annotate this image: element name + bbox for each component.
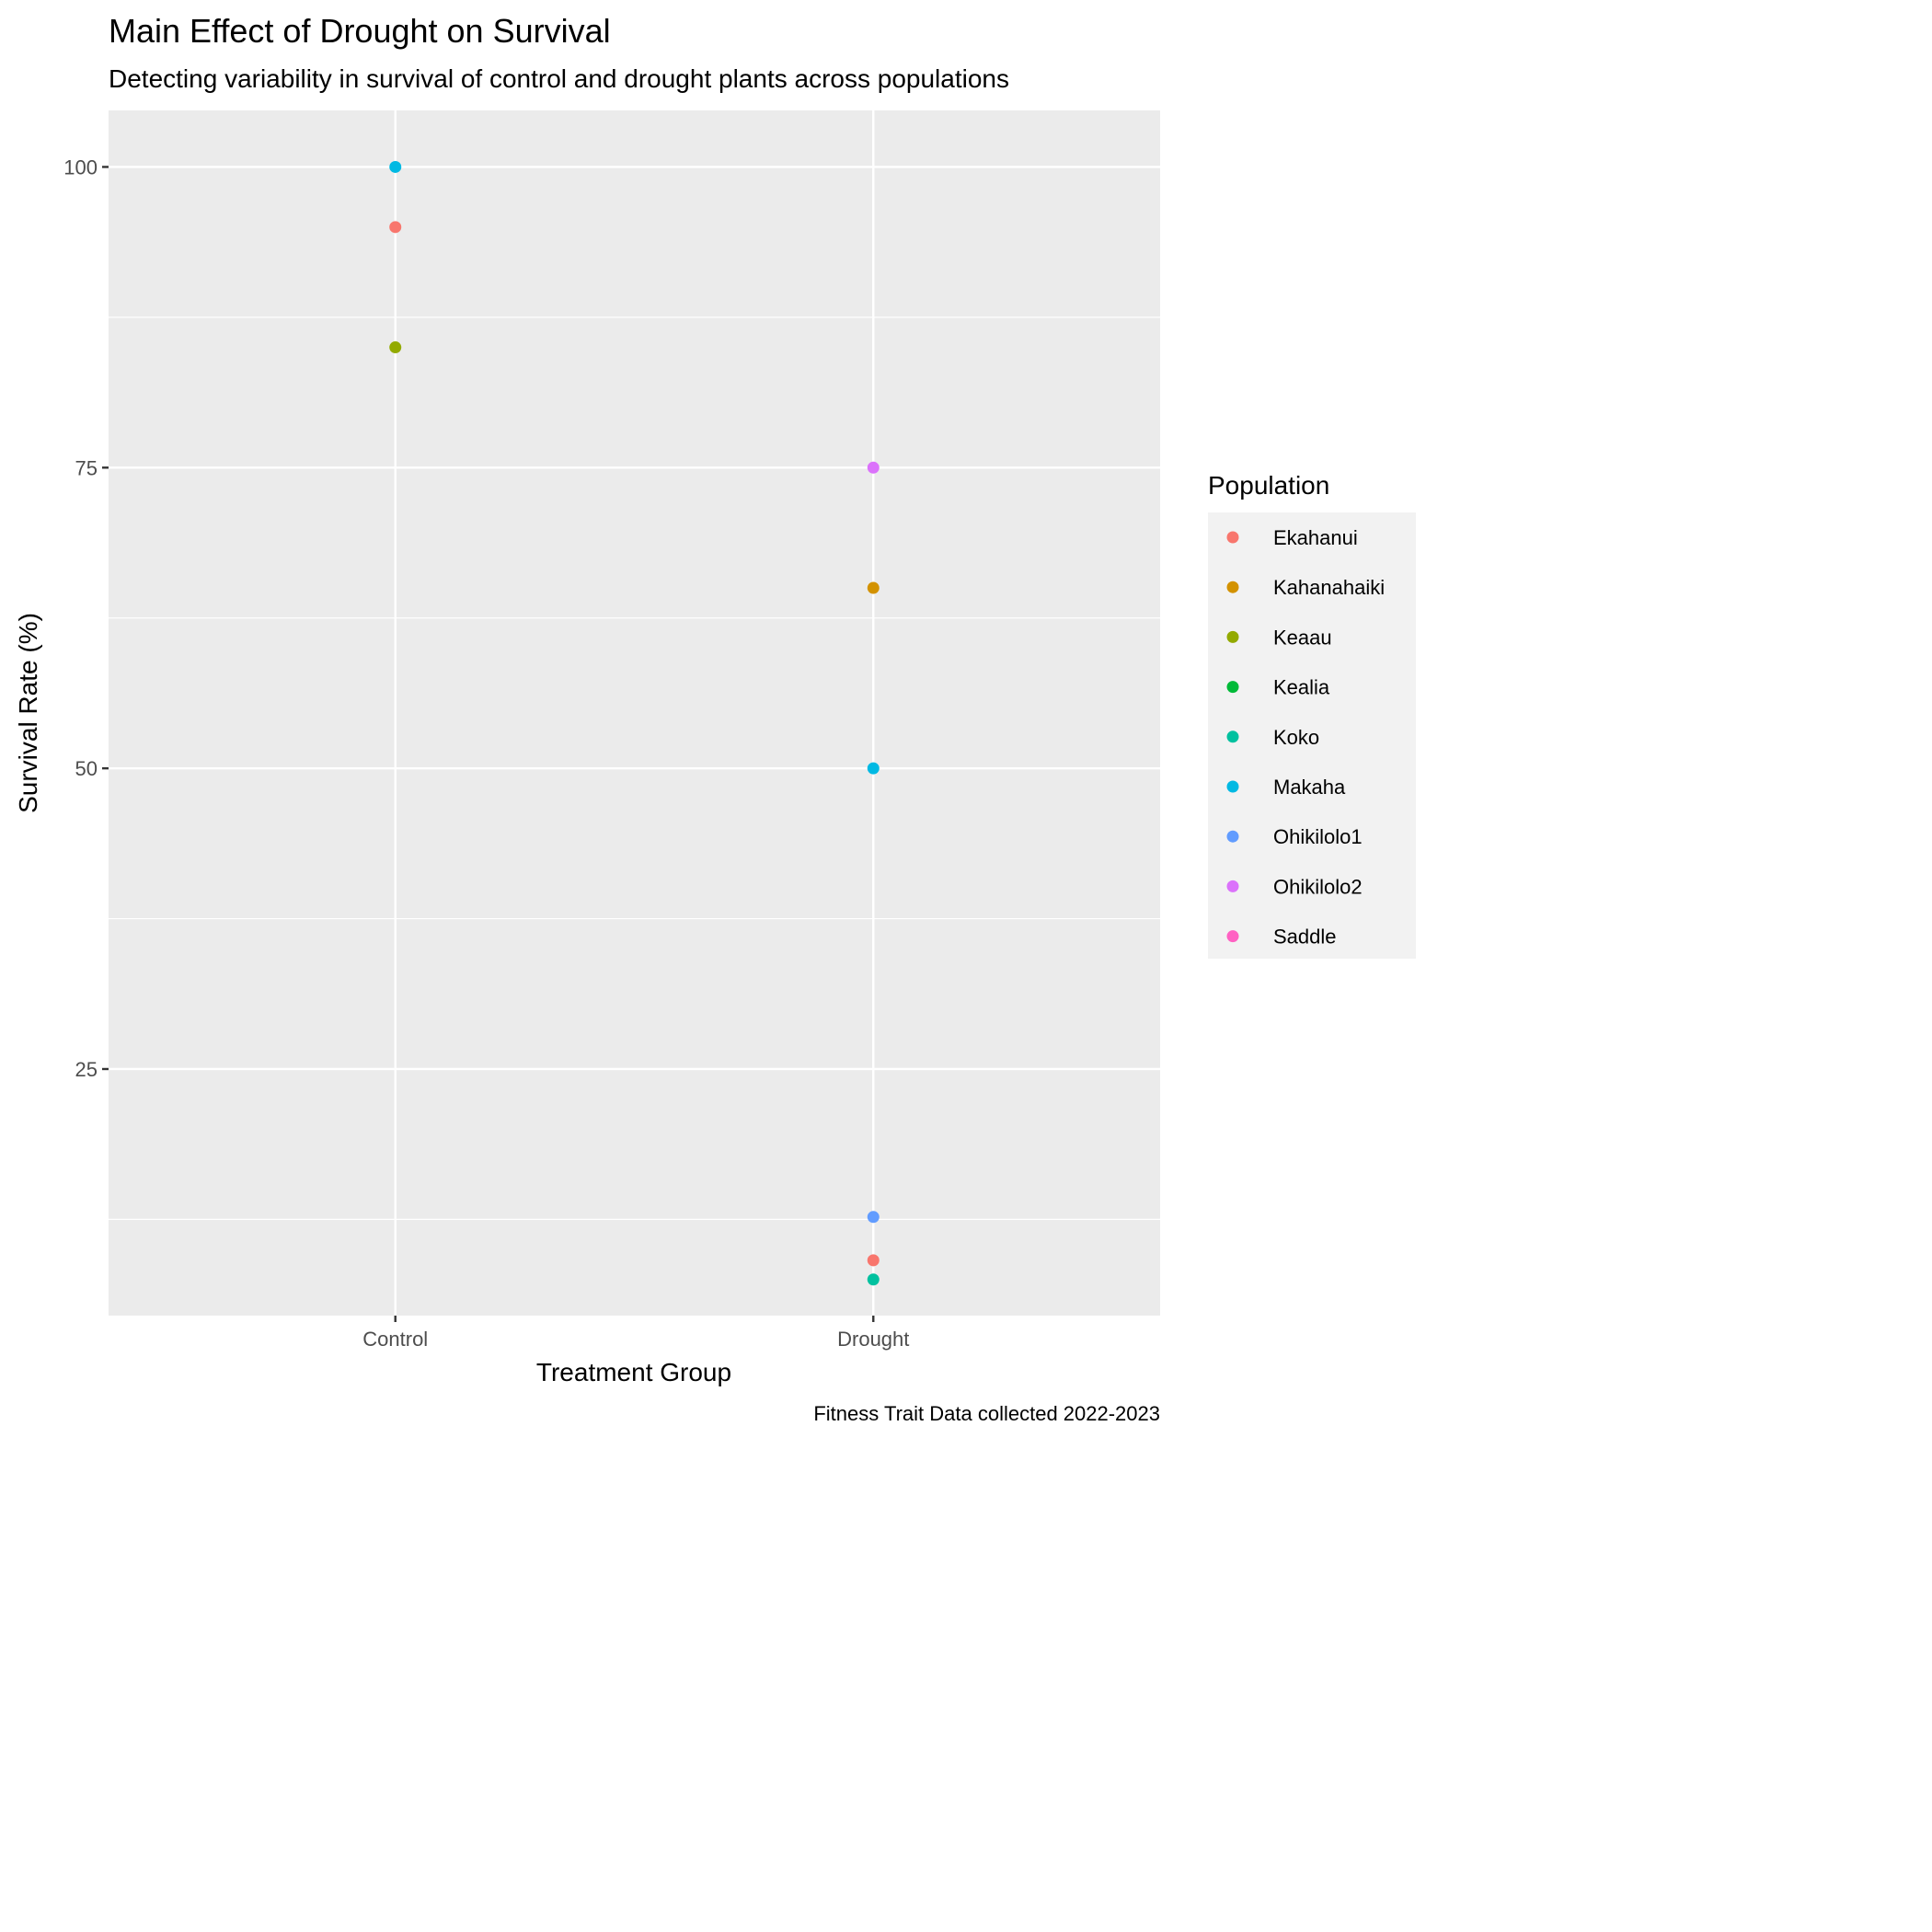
legend-title: Population xyxy=(1208,471,1329,500)
data-point xyxy=(867,461,880,474)
legend-key xyxy=(1226,581,1239,593)
data-point xyxy=(867,762,880,775)
x-axis-title: Treatment Group xyxy=(536,1358,731,1386)
y-axis-title: Survival Rate (%) xyxy=(14,613,42,813)
legend-key xyxy=(1226,531,1239,544)
data-point xyxy=(867,1211,880,1224)
chart-title: Main Effect of Drought on Survival xyxy=(109,12,611,50)
legend-label: Ekahanui xyxy=(1273,526,1358,549)
minor-gridlines xyxy=(109,316,1160,1221)
data-point xyxy=(389,221,402,234)
legend-key xyxy=(1226,630,1239,643)
legend-label: Saddle xyxy=(1273,926,1337,949)
legend-label: Kahanahaiki xyxy=(1273,576,1385,599)
data-point xyxy=(389,160,402,173)
legend-key xyxy=(1226,730,1239,743)
legend-label: Keaau xyxy=(1273,626,1332,649)
y-tick-label: 100 xyxy=(63,155,98,178)
x-tick-label: Control xyxy=(362,1328,428,1351)
legend-key xyxy=(1226,780,1239,793)
plot-panel xyxy=(109,110,1160,1316)
major-gridlines xyxy=(109,110,1160,1316)
legend-key xyxy=(1226,830,1239,843)
legend-key-background xyxy=(1208,512,1416,959)
y-tick-label: 25 xyxy=(75,1058,98,1081)
y-axis: 25 50 75 100 xyxy=(63,155,109,1081)
data-point xyxy=(867,1254,880,1267)
legend-key xyxy=(1226,681,1239,694)
data-point xyxy=(867,581,880,594)
data-point xyxy=(867,1273,880,1286)
legend-label: Ohikilolo2 xyxy=(1273,875,1363,898)
x-axis: Control Drought xyxy=(362,1316,909,1351)
y-tick-label: 75 xyxy=(75,456,98,479)
legend-key xyxy=(1226,930,1239,943)
data-points xyxy=(389,160,880,1286)
y-tick-label: 50 xyxy=(75,757,98,780)
chart-subtitle: Detecting variability in survival of con… xyxy=(109,64,1009,93)
legend-key xyxy=(1226,880,1239,892)
legend-label: Makaha xyxy=(1273,776,1346,799)
legend-label: Koko xyxy=(1273,726,1319,749)
legend-label: Ohikilolo1 xyxy=(1273,825,1363,848)
x-tick-label: Drought xyxy=(837,1328,909,1351)
data-point xyxy=(389,341,402,354)
legend-label: Kealia xyxy=(1273,676,1330,699)
chart: Main Effect of Drought on Survival Detec… xyxy=(14,12,1416,1425)
legend: Population Ekahanui Kahanahaiki Keaau Keali… xyxy=(1208,471,1416,959)
chart-caption: Fitness Trait Data collected 2022-2023 xyxy=(813,1402,1160,1425)
